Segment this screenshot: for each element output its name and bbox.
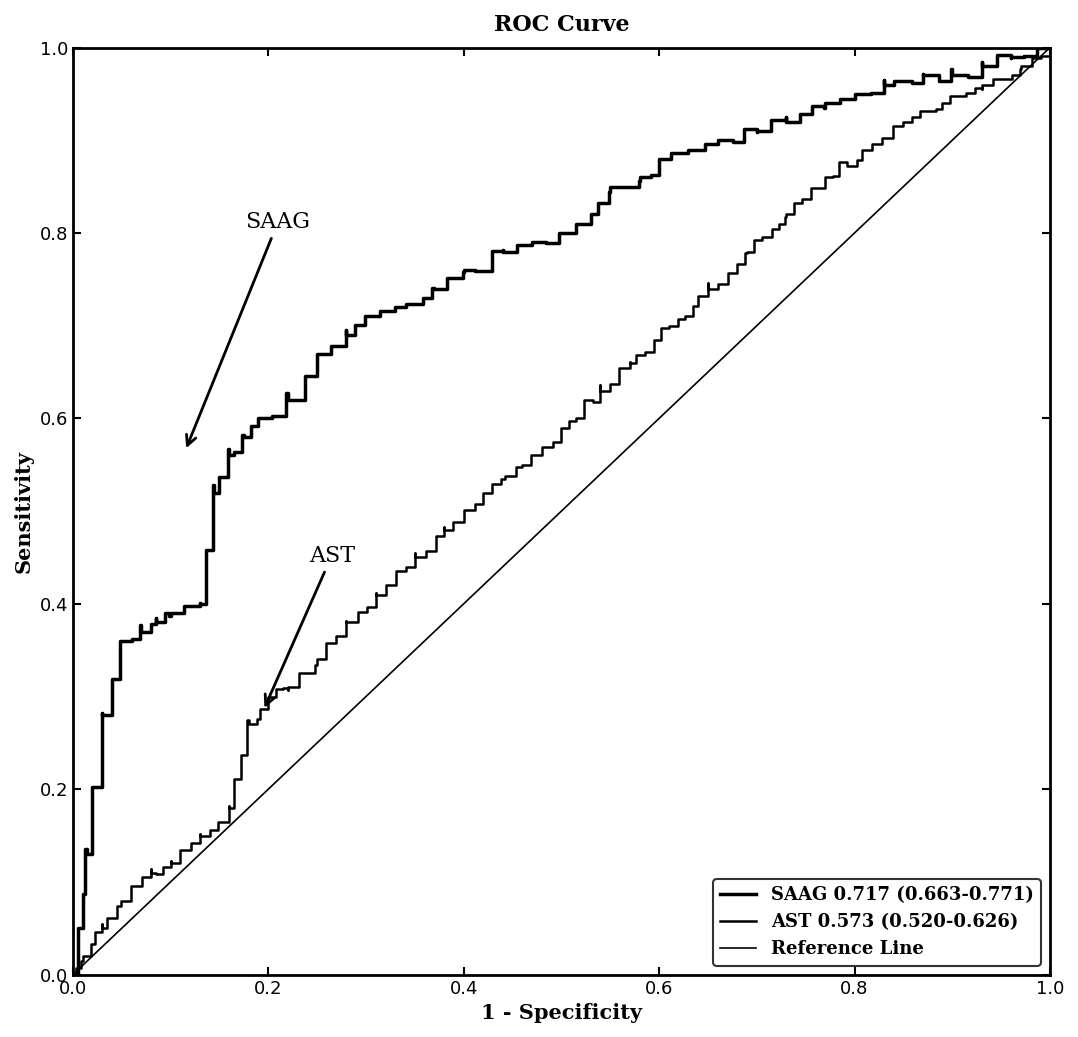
SAAG 0.717 (0.663-0.771) (1041, 41, 1054, 54)
Y-axis label: Sensitivity: Sensitivity (14, 450, 33, 572)
AST 0.573 (0.520-0.626) (115, 900, 128, 913)
Text: SAAG: SAAG (186, 211, 310, 446)
Line: SAAG 0.717 (0.663-0.771): SAAG 0.717 (0.663-0.771) (73, 48, 1050, 975)
AST 0.573 (0.520-0.626) (67, 969, 80, 981)
AST 0.573 (0.520-0.626) (679, 312, 692, 325)
Line: AST 0.573 (0.520-0.626): AST 0.573 (0.520-0.626) (73, 48, 1050, 975)
AST 0.573 (0.520-0.626) (953, 89, 966, 102)
Text: AST: AST (265, 544, 355, 705)
SAAG 0.717 (0.663-0.771) (570, 227, 583, 240)
Title: ROC Curve: ROC Curve (494, 13, 630, 36)
AST 0.573 (0.520-0.626) (1044, 41, 1056, 54)
AST 0.573 (0.520-0.626) (594, 380, 607, 392)
SAAG 0.717 (0.663-0.771) (67, 969, 80, 981)
X-axis label: 1 - Specificity: 1 - Specificity (481, 1003, 641, 1024)
AST 0.573 (0.520-0.626) (741, 247, 754, 259)
Legend: SAAG 0.717 (0.663-0.771), AST 0.573 (0.520-0.626), Reference Line: SAAG 0.717 (0.663-0.771), AST 0.573 (0.5… (713, 879, 1041, 965)
SAAG 0.717 (0.663-0.771) (348, 329, 361, 341)
SAAG 0.717 (0.663-0.771) (1031, 41, 1044, 54)
SAAG 0.717 (0.663-0.771) (818, 102, 831, 114)
SAAG 0.717 (0.663-0.771) (134, 633, 147, 645)
AST 0.573 (0.520-0.626) (227, 802, 240, 814)
SAAG 0.717 (0.663-0.771) (750, 122, 763, 135)
SAAG 0.717 (0.663-0.771) (1044, 41, 1056, 54)
